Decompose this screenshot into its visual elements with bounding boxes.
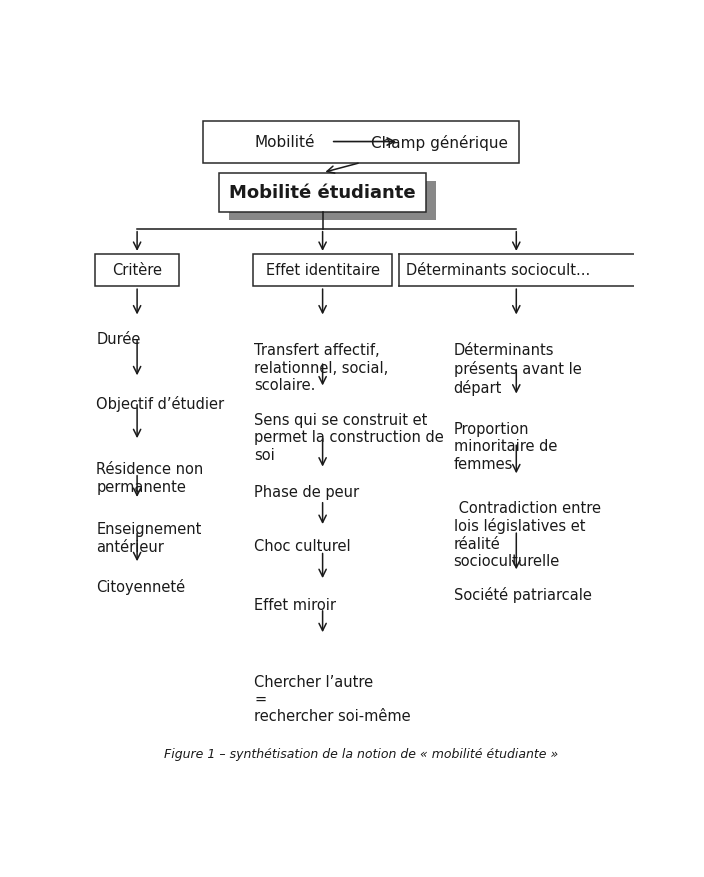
Text: Champ générique: Champ générique	[372, 134, 508, 150]
Bar	[95, 254, 180, 287]
Text: Objectif d’étudier: Objectif d’étudier	[96, 396, 225, 411]
Text: Chercher l’autre
=
rechercher soi-même: Chercher l’autre = rechercher soi-même	[254, 674, 411, 724]
Text: Effet miroir: Effet miroir	[254, 597, 337, 612]
Text: Effet identitaire: Effet identitaire	[265, 263, 379, 278]
Bar	[219, 174, 427, 212]
Text: Proportion
minoritaire de
femmes: Proportion minoritaire de femmes	[453, 421, 557, 471]
Text: Citoyenneté: Citoyenneté	[96, 578, 185, 594]
Text: Phase de peur: Phase de peur	[254, 485, 360, 500]
Text: Résidence non
permanente: Résidence non permanente	[96, 462, 203, 494]
Text: Déterminants sociocult...: Déterminants sociocult...	[406, 263, 590, 278]
Bar	[203, 121, 519, 163]
Text: Critère: Critère	[112, 263, 162, 278]
Text: Figure 1 – synthétisation de la notion de « mobilité étudiante »: Figure 1 – synthétisation de la notion d…	[163, 747, 558, 760]
Text: Déterminants
présents avant le
départ: Déterminants présents avant le départ	[453, 343, 582, 395]
Bar	[253, 254, 392, 287]
Text: Transfert affectif,
relationnel, social,
scolaire.: Transfert affectif, relationnel, social,…	[254, 343, 389, 393]
Bar	[229, 182, 436, 221]
Text: Mobilité: Mobilité	[254, 135, 315, 150]
Text: Choc culturel: Choc culturel	[254, 538, 351, 553]
Text: Mobilité étudiante: Mobilité étudiante	[230, 184, 416, 202]
Text: Enseignement
antérieur: Enseignement antérieur	[96, 522, 201, 554]
Text: Société patriarcale: Société patriarcale	[453, 586, 591, 602]
Text: Durée: Durée	[96, 332, 141, 346]
Text: Contradiction entre
lois législatives et
réalité
socioculturelle: Contradiction entre lois législatives et…	[453, 500, 601, 568]
Text: Sens qui se construit et
permet la construction de
soi: Sens qui se construit et permet la const…	[254, 412, 444, 462]
